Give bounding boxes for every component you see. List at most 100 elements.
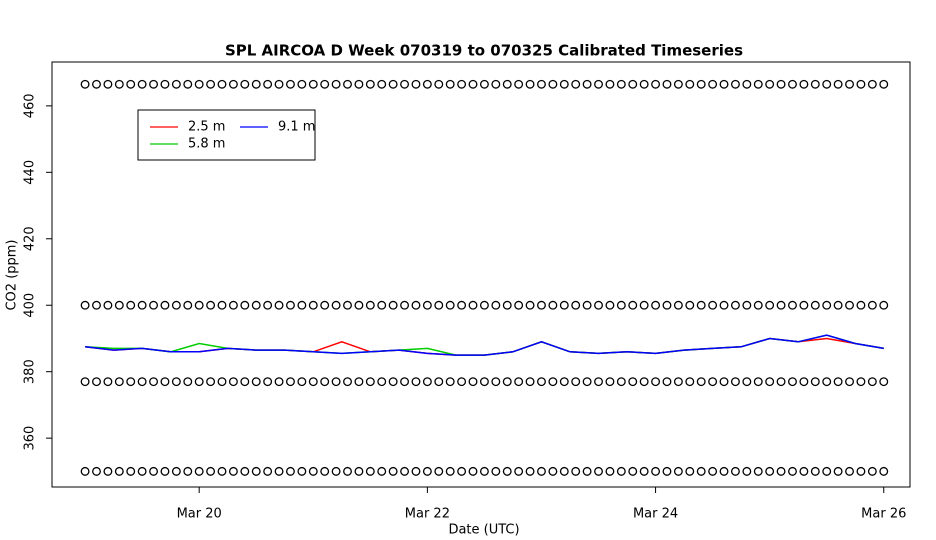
flag-marker [457, 300, 467, 310]
flag-marker [799, 377, 809, 387]
flag-marker [92, 466, 101, 476]
flag-marker [708, 466, 718, 476]
flag-marker [354, 300, 364, 310]
flag-marker [149, 79, 158, 89]
flag-marker [696, 79, 706, 89]
flag-marker [206, 466, 216, 476]
flag-marker [525, 300, 535, 310]
flag-marker [171, 300, 181, 310]
flag-marker [388, 377, 398, 387]
flag-marker [822, 79, 832, 89]
flag-marker [788, 466, 797, 476]
flag-marker [605, 79, 615, 89]
flag-marker [491, 300, 501, 310]
flag-marker [537, 300, 546, 310]
flag-marker [457, 79, 467, 89]
flag-marker [810, 377, 820, 387]
flag-marker [171, 79, 181, 89]
flag-marker [776, 79, 786, 89]
flag-marker [776, 377, 786, 387]
flag-marker [240, 377, 250, 387]
flag-marker [228, 79, 238, 89]
flag-marker [171, 466, 181, 476]
flag-marker [331, 377, 341, 387]
flag-marker [400, 466, 410, 476]
flag-marker [297, 377, 307, 387]
flag-marker [434, 466, 444, 476]
flag-marker [263, 300, 273, 310]
flag-marker [114, 300, 124, 310]
flag-marker [217, 466, 227, 476]
flag-marker [343, 466, 352, 476]
flag-marker [137, 79, 147, 89]
flag-marker [856, 377, 866, 387]
flag-marker [582, 79, 592, 89]
flag-marker [422, 79, 432, 89]
y-tick-label: 420 [23, 226, 38, 251]
flag-marker [810, 466, 820, 476]
y-tick-label: 380 [23, 359, 38, 384]
legend-label: 2.5 m [188, 120, 225, 135]
flag-marker [388, 466, 398, 476]
flag-marker [194, 300, 204, 310]
flag-marker [149, 300, 158, 310]
flag-marker [92, 377, 101, 387]
flag-marker [274, 300, 284, 310]
flag-marker [594, 377, 603, 387]
flag-marker [514, 79, 524, 89]
flag-marker [103, 377, 113, 387]
flag-marker [80, 466, 90, 476]
flag-marker [331, 79, 341, 89]
flag-marker [673, 466, 683, 476]
flag-marker [708, 377, 718, 387]
flag-marker [331, 300, 341, 310]
flag-marker [160, 79, 170, 89]
flag-marker [514, 377, 524, 387]
flag-marker [662, 377, 672, 387]
flag-marker [308, 79, 318, 89]
flag-marker [320, 377, 330, 387]
flag-marker [251, 79, 261, 89]
flag-marker [183, 79, 193, 89]
x-tick-label: Mar 20 [177, 507, 222, 522]
flag-marker [411, 466, 421, 476]
flag-marker [411, 300, 421, 310]
flag-marker [251, 300, 261, 310]
flag-marker [468, 466, 478, 476]
y-tick-label: 440 [23, 160, 38, 185]
flag-marker [343, 300, 352, 310]
flag-marker [149, 466, 158, 476]
flag-marker [320, 79, 330, 89]
flag-marker [80, 79, 90, 89]
flag-marker [810, 79, 820, 89]
flag-marker [753, 79, 763, 89]
flag-marker [365, 377, 375, 387]
flag-marker [719, 79, 729, 89]
flag-marker [651, 466, 661, 476]
flag-marker [479, 377, 489, 387]
flag-marker [103, 466, 113, 476]
flag-marker [365, 79, 375, 89]
flag-marker [879, 377, 889, 387]
flag-marker [753, 300, 763, 310]
flag-marker [742, 377, 752, 387]
flag-marker [571, 79, 581, 89]
flag-marker [685, 79, 695, 89]
flag-marker [183, 300, 193, 310]
flag-marker [696, 377, 706, 387]
flag-marker [183, 466, 193, 476]
flag-marker [537, 466, 546, 476]
flag-marker [696, 300, 706, 310]
series-line [85, 337, 884, 356]
flag-marker [206, 377, 216, 387]
flag-marker [400, 377, 410, 387]
flag-marker [845, 79, 854, 89]
x-tick-label: Mar 26 [861, 507, 906, 522]
flag-marker [685, 300, 695, 310]
flag-marker [491, 377, 501, 387]
flag-marker [559, 377, 569, 387]
flag-marker [263, 79, 273, 89]
flag-marker [491, 466, 501, 476]
flag-marker [696, 466, 706, 476]
y-axis-label: CO2 (ppm) [5, 239, 20, 310]
